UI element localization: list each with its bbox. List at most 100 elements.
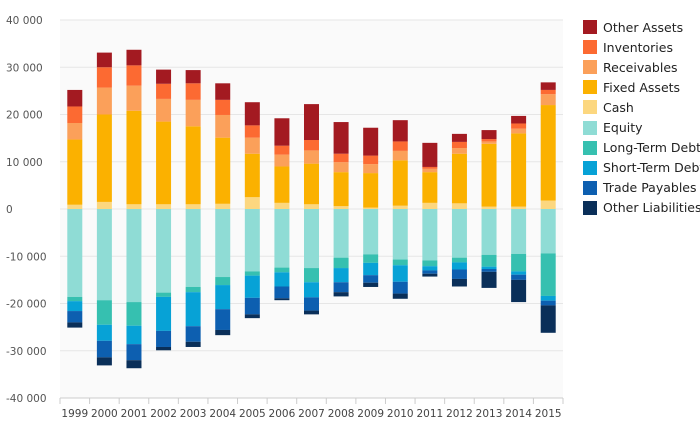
y-tick-label: -40 000 bbox=[6, 393, 47, 405]
bar-trade-payables bbox=[67, 311, 83, 323]
bar-long-term-debt bbox=[244, 271, 260, 276]
bar-fixed-assets bbox=[511, 133, 527, 207]
bar-other-liabilities bbox=[244, 314, 260, 319]
legend-swatch bbox=[583, 20, 597, 35]
bar-inventories bbox=[274, 145, 290, 155]
bar-trade-payables bbox=[392, 281, 408, 294]
legend-swatch bbox=[583, 100, 597, 115]
legend-item[interactable]: Other Assets bbox=[583, 17, 700, 37]
legend-swatch bbox=[583, 60, 597, 75]
bar-trade-payables bbox=[363, 275, 379, 283]
bar-other-liabilities bbox=[274, 298, 290, 301]
legend-label: Equity bbox=[603, 120, 643, 136]
legend-item[interactable]: Inventories bbox=[583, 37, 700, 57]
y-tick-label: -10 000 bbox=[6, 251, 47, 263]
x-tick-label: 2010 bbox=[387, 408, 414, 420]
bar-other-assets bbox=[363, 127, 379, 156]
x-tick-label: 2011 bbox=[416, 408, 443, 420]
x-tick-label: 2008 bbox=[328, 408, 355, 420]
legend-label: Cash bbox=[603, 99, 634, 115]
bar-fixed-assets bbox=[392, 160, 408, 206]
bar-inventories bbox=[392, 141, 408, 151]
legend-label: Receivables bbox=[603, 59, 678, 75]
bar-receivables bbox=[451, 148, 467, 154]
bar-short-term-debt bbox=[392, 265, 408, 282]
bar-other-liabilities bbox=[67, 322, 83, 328]
bar-equity bbox=[363, 209, 379, 255]
legend-item[interactable]: Equity bbox=[583, 117, 700, 137]
bar-receivables bbox=[511, 128, 527, 134]
legend-item[interactable]: Fixed Assets bbox=[583, 77, 700, 97]
bar-fixed-assets bbox=[185, 126, 201, 205]
legend-item[interactable]: Short-Term Debt bbox=[583, 158, 700, 178]
x-tick-label: 2005 bbox=[239, 408, 266, 420]
bar-trade-payables bbox=[304, 297, 319, 311]
bar-inventories bbox=[511, 123, 527, 129]
chart-legend: Other Assets Inventories Receivables Fixed … bbox=[583, 17, 700, 218]
bar-trade-payables bbox=[481, 269, 497, 272]
bar-trade-payables bbox=[244, 297, 260, 315]
bar-fixed-assets bbox=[451, 153, 467, 204]
bar-other-liabilities bbox=[96, 357, 112, 366]
bar-inventories bbox=[422, 166, 438, 169]
bar-other-assets bbox=[333, 122, 349, 154]
bar-trade-payables bbox=[451, 269, 467, 279]
bar-inventories bbox=[96, 67, 112, 88]
bar-receivables bbox=[304, 150, 319, 164]
bar-other-liabilities bbox=[126, 360, 142, 369]
legend-item[interactable]: Trade Payables bbox=[583, 178, 700, 198]
bar-long-term-debt bbox=[126, 302, 142, 326]
bar-fixed-assets bbox=[244, 153, 260, 198]
legend-item[interactable]: Long-Term Debt bbox=[583, 138, 700, 158]
bar-long-term-debt bbox=[422, 260, 438, 267]
y-tick-label: 30 000 bbox=[6, 62, 43, 74]
bar-other-assets bbox=[511, 115, 527, 124]
bar-other-assets bbox=[392, 120, 408, 142]
bar-equity bbox=[333, 209, 349, 258]
bar-other-liabilities bbox=[363, 282, 379, 287]
bar-equity bbox=[540, 209, 556, 254]
x-tick-label: 2004 bbox=[209, 408, 236, 420]
bar-inventories bbox=[363, 155, 379, 165]
bar-cash bbox=[67, 204, 83, 209]
bar-receivables bbox=[392, 150, 408, 161]
bar-fixed-assets bbox=[363, 173, 379, 208]
bar-other-liabilities bbox=[156, 346, 172, 351]
bar-other-assets bbox=[215, 83, 231, 100]
bar-long-term-debt bbox=[274, 267, 290, 273]
bar-other-liabilities bbox=[422, 273, 438, 277]
bar-short-term-debt bbox=[304, 282, 319, 298]
bar-trade-payables bbox=[96, 340, 112, 358]
legend-swatch bbox=[583, 120, 597, 135]
bar-other-assets bbox=[126, 49, 142, 66]
bar-cash bbox=[244, 197, 260, 209]
bar-equity bbox=[451, 209, 467, 258]
legend-item[interactable]: Other Liabilities bbox=[583, 198, 700, 218]
x-tick-label: 2007 bbox=[298, 408, 325, 420]
bar-equity bbox=[126, 209, 142, 303]
bar-cash bbox=[215, 203, 231, 209]
bar-receivables bbox=[422, 168, 438, 173]
bar-receivables bbox=[96, 87, 112, 115]
bar-equity bbox=[304, 209, 319, 269]
bar-long-term-debt bbox=[304, 268, 319, 283]
bar-short-term-debt bbox=[126, 325, 142, 345]
bar-other-assets bbox=[185, 70, 201, 84]
legend-item[interactable]: Receivables bbox=[583, 57, 700, 77]
bar-receivables bbox=[333, 162, 349, 173]
bar-fixed-assets bbox=[540, 105, 556, 201]
bar-fixed-assets bbox=[333, 172, 349, 207]
bar-short-term-debt bbox=[540, 295, 556, 301]
bar-inventories bbox=[481, 139, 497, 142]
bar-receivables bbox=[481, 141, 497, 144]
bar-short-term-debt bbox=[363, 262, 379, 276]
bar-other-assets bbox=[422, 142, 438, 167]
legend-item[interactable]: Cash bbox=[583, 97, 700, 117]
bar-equity bbox=[392, 209, 408, 260]
bar-fixed-assets bbox=[156, 121, 172, 205]
bar-other-assets bbox=[67, 89, 83, 107]
bar-equity bbox=[215, 209, 231, 278]
bar-other-liabilities bbox=[540, 305, 556, 333]
bar-long-term-debt bbox=[333, 257, 349, 269]
x-tick-label: 2002 bbox=[150, 408, 177, 420]
